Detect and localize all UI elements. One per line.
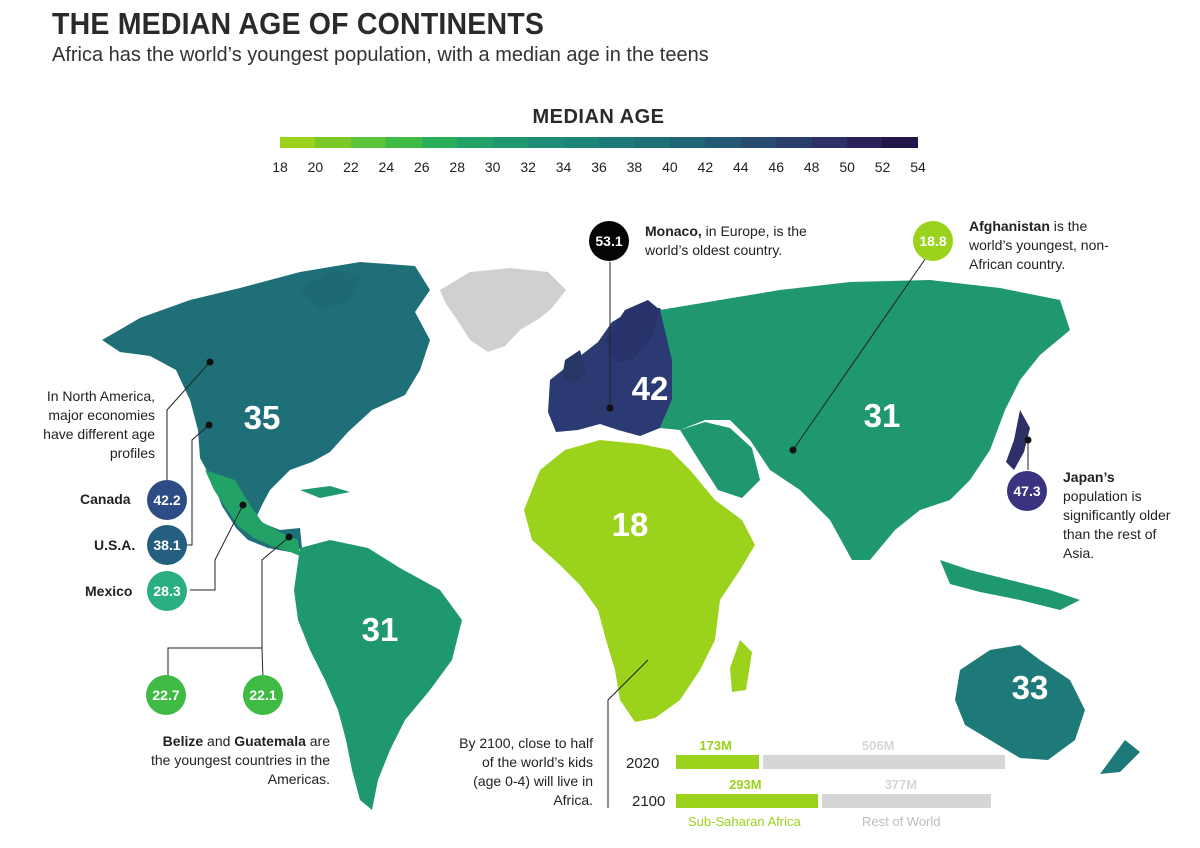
region-greenland: [440, 268, 566, 352]
region-japan: [1006, 410, 1030, 470]
region-madagascar: [730, 640, 752, 692]
legend-swatch: [350, 137, 387, 148]
bar-2100-africa: [676, 794, 819, 808]
mexico-bubble: 28.3: [147, 571, 187, 611]
legend-swatch: [280, 137, 316, 148]
label-2100-africa: 293M: [729, 777, 762, 792]
label-oceania: 33: [1011, 669, 1049, 706]
legend-color-scale: [280, 137, 918, 148]
legend-tick: 30: [484, 159, 501, 175]
region-africa: [524, 440, 755, 722]
monaco-bubble: 53.1: [589, 221, 629, 261]
legend-swatch: [740, 137, 777, 148]
label-2020-africa: 173M: [699, 738, 732, 753]
bar-2100-rest: [822, 794, 991, 808]
legend-swatch: [811, 137, 847, 148]
legend-tick: 38: [626, 159, 643, 175]
mexico-label: Mexico: [85, 583, 133, 599]
legend-swatch: [386, 137, 422, 148]
legend-tick: 28: [449, 159, 466, 175]
legend-tick: 44: [732, 159, 749, 175]
label-africa: 18: [611, 506, 649, 543]
legend-swatch: [492, 137, 529, 148]
legend-swatch: [563, 137, 599, 148]
bar-2020-africa: [676, 755, 759, 769]
year-2100: 2100: [632, 793, 666, 810]
canada-label: Canada: [80, 491, 131, 507]
page-subtitle: Africa has the world’s youngest populati…: [52, 44, 709, 66]
legend-tick: 54: [910, 159, 926, 175]
africa-annotation: By 2100, close to half of the world’s ki…: [459, 735, 593, 808]
legend-swatch: [776, 137, 812, 148]
label-2020-rest: 506M: [861, 738, 895, 753]
legend-tick: 34: [555, 159, 572, 175]
afghanistan-annotation: Afghanistan is the world’s youngest, non…: [969, 218, 1109, 272]
region-central-america: [205, 470, 300, 556]
usa-label: U.S.A.: [94, 537, 136, 553]
belize-bubble: 22.7: [146, 675, 186, 715]
monaco-annotation: Monaco, in Europe, is the world’s oldest…: [645, 223, 807, 258]
canada-bubble: 42.2: [147, 480, 187, 520]
region-australia: [955, 645, 1085, 760]
label-north-america: 35: [243, 399, 281, 436]
legend-swatch: [705, 137, 741, 148]
japan-annotation: Japan’s population is significantly olde…: [1063, 469, 1171, 561]
legend-swatch: [421, 137, 458, 148]
legend-tick: 36: [591, 159, 607, 175]
legend-swatch: [315, 137, 351, 148]
legend-tick: 50: [839, 159, 855, 175]
legend-title: MEDIAN AGE: [532, 106, 665, 128]
legend-tick: 22: [343, 159, 359, 175]
legend-tick: 32: [520, 159, 536, 175]
legend-swatch: [598, 137, 635, 148]
region-new-zealand: [1100, 740, 1140, 774]
legend-swatch: [528, 137, 564, 148]
legend-tick: 52: [874, 159, 891, 175]
legend-sub-saharan-africa: Sub-Saharan Africa: [688, 814, 801, 829]
legend-swatch: [457, 137, 493, 148]
region-asia: [660, 280, 1070, 560]
legend-swatch: [847, 137, 883, 148]
region-south-america: [294, 540, 462, 810]
legend-tick: 42: [697, 159, 714, 175]
legend-tick: 20: [307, 159, 324, 175]
guatemala-bubble: 22.1: [243, 675, 283, 715]
north-america-annotation: In North America, major economies have d…: [43, 388, 155, 461]
label-south-america: 31: [361, 611, 399, 648]
legend-tick: 18: [272, 159, 288, 175]
afghanistan-bubble: 18.8: [913, 221, 953, 261]
year-2020: 2020: [626, 755, 660, 772]
region-north-america: [102, 262, 430, 552]
legend-swatch: [669, 137, 706, 148]
legend-tick: 48: [803, 159, 820, 175]
legend-swatch: [882, 137, 918, 148]
page-title: THE MEDIAN AGE OF CONTINENTS: [52, 6, 545, 41]
legend-tick: 40: [662, 159, 678, 175]
legend-tick: 24: [378, 159, 395, 175]
label-asia: 31: [863, 397, 901, 434]
label-2100-rest: 377M: [884, 777, 918, 792]
legend-tick: 26: [413, 159, 430, 175]
legend-rest-of-world: Rest of World: [862, 814, 941, 829]
label-europe: 42: [631, 370, 669, 407]
legend-tick: 46: [768, 159, 785, 175]
usa-bubble: 38.1: [147, 525, 187, 565]
legend-swatch: [634, 137, 670, 148]
japan-bubble: 47.3: [1007, 471, 1047, 511]
bar-2020-rest: [762, 755, 1005, 769]
americas-annotation: Belize and Guatemala are the youngest co…: [150, 733, 330, 787]
